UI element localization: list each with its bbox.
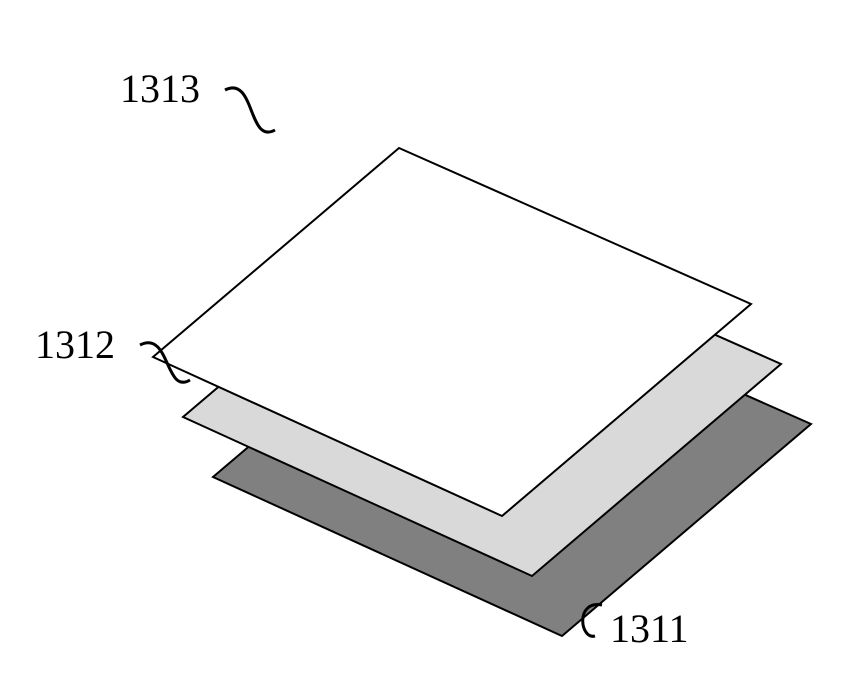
label-1312: 1312: [35, 322, 115, 367]
layer-diagram: 1311 1312 1313: [0, 0, 862, 678]
label-1313: 1313: [120, 66, 200, 111]
label-1311: 1311: [610, 606, 689, 651]
leader-1313: [225, 88, 275, 132]
